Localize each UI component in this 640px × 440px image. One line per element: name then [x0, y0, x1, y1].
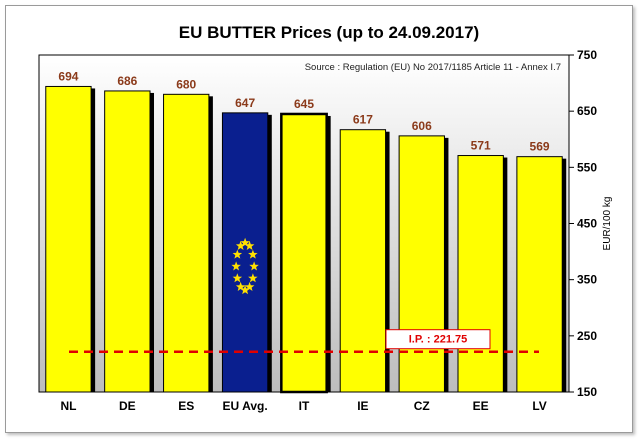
- data-label-ie: 617: [353, 113, 373, 127]
- bar-cz: [398, 135, 445, 393]
- bar-ie: [339, 129, 387, 393]
- data-label-eu-avg: 647: [235, 96, 255, 110]
- bar-group-it: 645 IT: [280, 97, 331, 413]
- bar-de: [104, 90, 151, 393]
- y-tick-150: 150: [577, 385, 597, 399]
- bar-es: [163, 93, 210, 393]
- eu-star: [244, 240, 255, 250]
- intervention-price-label: I.P. : 221.75: [409, 334, 468, 346]
- eu-star: [249, 261, 259, 271]
- data-label-de: 686: [117, 74, 137, 88]
- intervention-price-box: [385, 329, 491, 350]
- chart-title: EU BUTTER Prices (up to 24.09.2017): [179, 23, 479, 42]
- data-label-it: 645: [294, 97, 314, 111]
- bar-ee: [457, 155, 504, 393]
- bar-eu-avg: [221, 112, 269, 393]
- x-tick-lv: LV: [532, 399, 546, 413]
- y-tick-350: 350: [577, 273, 597, 287]
- bar-group-ie: 617 IE: [339, 113, 390, 413]
- x-tick-ie: IE: [357, 399, 368, 413]
- x-tick-es: ES: [178, 399, 194, 413]
- bar-it: [280, 112, 328, 394]
- eu-star: [244, 281, 255, 291]
- eu-star: [240, 285, 250, 295]
- x-tick-ee: EE: [473, 399, 489, 413]
- eu-star: [232, 273, 243, 283]
- y-tick-750: 750: [577, 48, 597, 62]
- bar-group-lv: 569 LV: [516, 140, 567, 413]
- bar-group-nl: 694 NL: [45, 69, 96, 413]
- bar-group-es: 680 ES: [163, 77, 213, 413]
- eu-star: [240, 237, 250, 247]
- y-tick-450: 450: [577, 217, 597, 231]
- x-tick-it: IT: [299, 399, 310, 413]
- data-label-lv: 569: [530, 140, 550, 154]
- eu-star: [248, 249, 258, 259]
- bar-chart: EU BUTTER Prices (up to 24.09.2017) Sour…: [38, 23, 613, 413]
- bar-nl: [45, 85, 92, 393]
- y-axis-label: EUR/100 kg: [602, 197, 613, 251]
- y-tick-550: 550: [577, 160, 597, 174]
- y-tick-650: 650: [577, 104, 597, 118]
- data-label-es: 680: [176, 77, 196, 91]
- eu-star: [248, 273, 258, 283]
- x-tick-nl: NL: [60, 399, 76, 413]
- x-tick-de: DE: [119, 399, 136, 413]
- data-label-nl: 694: [58, 69, 78, 83]
- data-label-ee: 571: [471, 139, 491, 153]
- source-note: Source : Regulation (EU) No 2017/1185 Ar…: [305, 62, 561, 73]
- bar-group-cz: 606 CZ: [398, 119, 449, 413]
- bar-lv: [516, 156, 563, 393]
- eu-star: [235, 281, 246, 291]
- x-tick-cz: CZ: [414, 399, 430, 413]
- eu-star: [232, 249, 243, 259]
- bar-group-ee: 571 EE: [457, 139, 508, 413]
- bar-group-de: 686 DE: [104, 74, 155, 413]
- data-label-cz: 606: [412, 119, 432, 133]
- eu-star: [235, 240, 246, 250]
- bar-group-eu-avg: 647 EU Avg.: [221, 96, 272, 413]
- eu-star: [231, 261, 241, 271]
- x-tick-eu-avg: EU Avg.: [223, 399, 268, 413]
- chart-frame: EU BUTTER Prices (up to 24.09.2017) Sour…: [5, 5, 633, 433]
- y-tick-250: 250: [577, 329, 597, 343]
